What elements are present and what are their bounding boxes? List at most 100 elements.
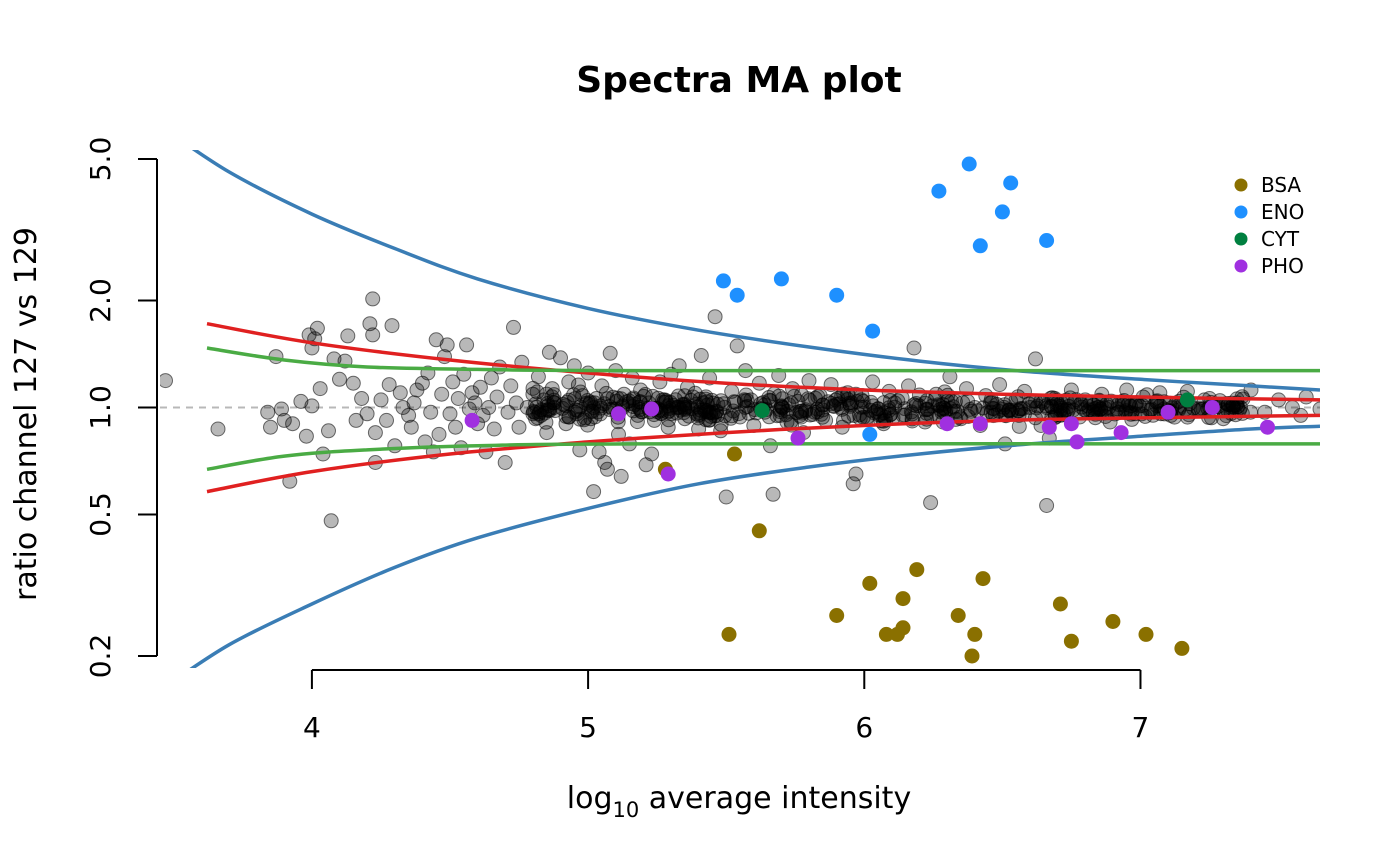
bsa-point — [1063, 633, 1079, 649]
background-point — [704, 392, 720, 408]
x-tick-label: 7 — [1132, 711, 1150, 744]
x-tick-label: 6 — [855, 711, 873, 744]
bsa-point — [895, 591, 911, 607]
x-axis-label-subscript: 10 — [613, 798, 640, 822]
background-point — [293, 393, 309, 409]
background-point — [497, 455, 513, 470]
background-point — [882, 407, 898, 423]
background-point — [917, 395, 933, 411]
background-point — [381, 377, 397, 393]
eno-point — [972, 238, 988, 254]
background-point — [362, 316, 378, 332]
background-point — [572, 411, 588, 427]
background-point — [467, 395, 483, 411]
background-point — [570, 403, 586, 418]
background-point — [997, 397, 1013, 413]
background-point — [160, 373, 173, 389]
cyt-point — [1179, 392, 1195, 408]
legend-label-bsa: BSA — [1261, 173, 1301, 197]
eno-point — [961, 156, 977, 172]
background-point — [503, 378, 519, 394]
background-point — [332, 371, 347, 387]
legend-label-eno: ENO — [1261, 200, 1304, 224]
pho-point — [1113, 425, 1129, 441]
x-axis-label-prefix: log — [567, 781, 613, 816]
background-point — [445, 374, 461, 390]
fit-curve-1 — [191, 150, 1320, 392]
pho-point — [660, 466, 676, 482]
bsa-point — [975, 571, 991, 587]
background-point — [431, 426, 447, 442]
y-tick-label: 1.0 — [84, 385, 117, 430]
background-point — [738, 387, 754, 403]
background-point — [762, 438, 778, 454]
bsa-point — [950, 608, 966, 623]
legend-label-cyt: CYT — [1261, 227, 1300, 251]
bsa-point — [751, 523, 767, 539]
x-tick-label: 4 — [303, 711, 321, 744]
legend-marker-eno — [1234, 205, 1248, 219]
background-point — [508, 395, 524, 411]
legend-marker-pho — [1234, 259, 1248, 273]
bsa-point — [1105, 614, 1121, 629]
background-point — [739, 393, 755, 408]
eno-point — [729, 287, 745, 303]
pho-point — [939, 416, 955, 432]
background-point — [511, 419, 527, 435]
background-point — [992, 377, 1008, 393]
background-point — [401, 407, 417, 423]
background-point — [1312, 401, 1320, 417]
background-point — [1012, 401, 1028, 417]
background-point — [276, 412, 292, 428]
background-point — [528, 396, 544, 412]
background-point — [530, 410, 546, 426]
background-point — [544, 389, 560, 405]
background-point — [345, 375, 361, 391]
bsa-point — [1052, 596, 1068, 612]
fit-curve-4 — [206, 413, 1320, 494]
x-axis: 4 5 6 7 — [303, 669, 1150, 744]
background-point — [845, 476, 861, 492]
background-point — [677, 388, 693, 404]
bsa-point — [909, 562, 925, 578]
fit-curve-5 — [206, 346, 1320, 373]
background-point — [529, 384, 545, 400]
background-point — [717, 399, 732, 415]
background-point — [403, 419, 419, 435]
background-point — [949, 404, 965, 419]
background-point — [321, 423, 336, 439]
pho-point — [611, 406, 626, 422]
background-point — [863, 394, 879, 410]
bsa-point — [1174, 640, 1190, 656]
background-point — [406, 395, 422, 411]
background-point — [542, 402, 558, 418]
background-point — [210, 421, 226, 437]
pho-point — [1260, 419, 1275, 435]
background-point — [274, 401, 289, 417]
background-point — [1076, 402, 1092, 418]
background-point — [766, 386, 782, 402]
bsa-point — [727, 446, 742, 462]
background-point — [365, 291, 381, 307]
background-point — [442, 406, 458, 422]
eno-point — [773, 271, 789, 287]
background-point — [312, 381, 328, 397]
background-point — [930, 397, 946, 413]
background-point — [765, 486, 781, 502]
background-point — [586, 484, 602, 500]
background-point — [439, 337, 455, 353]
background-point — [348, 412, 364, 428]
background-point — [392, 385, 408, 401]
background-point — [472, 379, 488, 395]
background-point — [340, 328, 356, 344]
background-point — [788, 405, 804, 420]
bsa-point — [862, 575, 878, 591]
bsa-point — [829, 608, 845, 623]
background-point — [613, 391, 629, 407]
background-point — [906, 340, 922, 356]
background-point — [298, 428, 314, 444]
x-axis-label: log10 average intensity — [567, 781, 911, 822]
cyt-point — [754, 403, 770, 419]
y-tick-label: 0.2 — [84, 634, 117, 679]
